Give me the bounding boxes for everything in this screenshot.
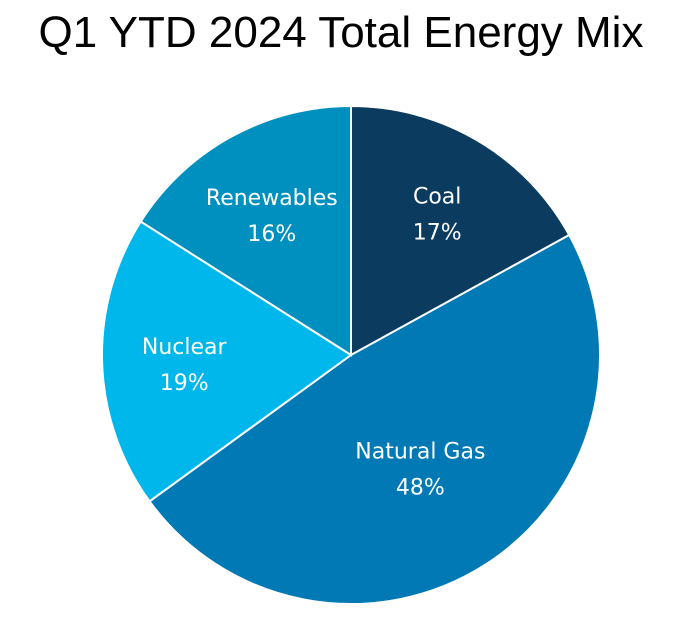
- slice-value-nuclear: 19%: [160, 371, 209, 396]
- slice-label-renewables: Renewables: [206, 186, 338, 211]
- pie-slice-nuclear: [101, 220, 353, 503]
- slice-label-coal: Coal: [413, 184, 461, 209]
- slice-value-natural-gas: 48%: [396, 475, 445, 500]
- slice-value-coal: 17%: [413, 220, 462, 245]
- pie-slice-natural-gas: [148, 233, 601, 605]
- pie-slice-coal: [350, 104, 571, 357]
- slice-label-nuclear: Nuclear: [142, 335, 228, 360]
- pie-slice-renewables: [139, 104, 352, 357]
- chart-title: Q1 YTD 2024 Total Energy Mix: [38, 8, 644, 57]
- slice-label-natural-gas: Natural Gas: [355, 439, 485, 464]
- slice-value-renewables: 16%: [247, 222, 296, 247]
